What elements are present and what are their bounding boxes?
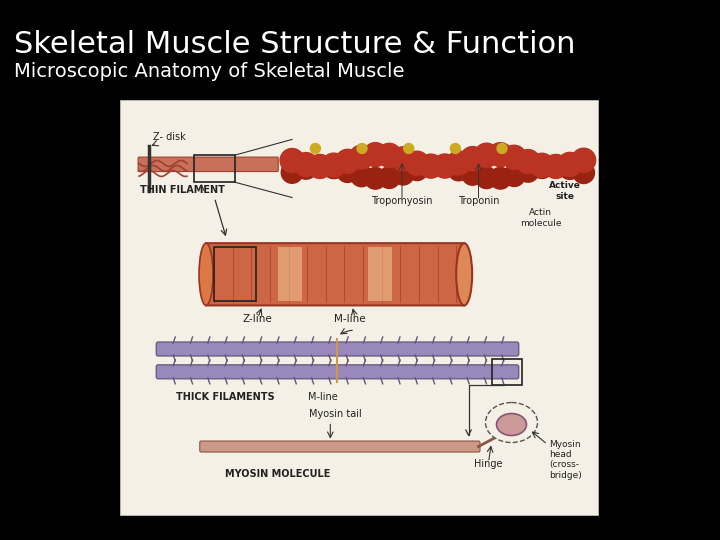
Circle shape [433, 154, 456, 178]
Text: Skeletal Muscle Structure & Function: Skeletal Muscle Structure & Function [14, 30, 575, 59]
Circle shape [337, 161, 359, 183]
Circle shape [364, 143, 387, 167]
Text: MYOSIN MOLECULE: MYOSIN MOLECULE [225, 469, 330, 478]
Circle shape [490, 167, 511, 189]
Circle shape [559, 158, 580, 179]
Bar [214, 247, 256, 301]
Ellipse shape [199, 243, 213, 306]
Bar [368, 247, 392, 301]
FancyBboxPatch shape [156, 342, 518, 356]
Circle shape [558, 152, 582, 177]
Circle shape [351, 165, 372, 187]
FancyBboxPatch shape [138, 157, 278, 172]
Circle shape [419, 154, 443, 178]
Circle shape [322, 153, 346, 177]
Circle shape [404, 144, 414, 153]
Circle shape [476, 167, 498, 188]
Circle shape [531, 157, 553, 178]
Circle shape [497, 144, 507, 153]
Circle shape [295, 158, 317, 179]
Bar [278, 247, 302, 301]
Text: M-line: M-line [334, 314, 366, 324]
Circle shape [377, 143, 401, 167]
Bar [194, 155, 235, 182]
Circle shape [451, 144, 460, 153]
Circle shape [434, 156, 456, 178]
Circle shape [488, 143, 513, 167]
Circle shape [282, 161, 303, 183]
Circle shape [405, 151, 429, 175]
Circle shape [364, 167, 386, 189]
Circle shape [503, 145, 526, 169]
Text: Actin
molecule: Actin molecule [520, 208, 562, 228]
Text: Troponin: Troponin [458, 195, 499, 206]
Text: Active
site: Active site [549, 181, 580, 201]
Circle shape [294, 153, 318, 177]
Circle shape [573, 162, 595, 184]
Circle shape [406, 159, 428, 180]
Circle shape [391, 147, 415, 171]
Ellipse shape [497, 414, 526, 436]
Circle shape [357, 144, 367, 153]
Circle shape [336, 150, 359, 173]
Circle shape [545, 156, 567, 177]
Circle shape [349, 145, 374, 169]
Circle shape [446, 151, 471, 175]
Ellipse shape [456, 243, 472, 306]
Text: M-line: M-line [307, 392, 338, 402]
Text: Z- disk: Z- disk [153, 132, 186, 141]
Circle shape [461, 146, 485, 171]
Circle shape [503, 165, 525, 186]
Circle shape [516, 150, 540, 173]
Text: Microscopic Anatomy of Skeletal Muscle: Microscopic Anatomy of Skeletal Muscle [14, 62, 405, 81]
Circle shape [308, 154, 332, 178]
Text: Myosin tail: Myosin tail [309, 409, 361, 419]
Circle shape [420, 156, 442, 178]
FancyBboxPatch shape [156, 365, 518, 379]
Text: Myosin
head
(cross-
bridge): Myosin head (cross- bridge) [549, 440, 582, 480]
Text: THIN FILAMENT: THIN FILAMENT [140, 185, 225, 195]
Circle shape [462, 164, 483, 185]
Circle shape [392, 164, 414, 185]
Circle shape [530, 153, 554, 177]
Circle shape [572, 148, 595, 172]
Circle shape [310, 144, 320, 153]
Text: Hinge: Hinge [474, 458, 503, 469]
Circle shape [474, 143, 498, 167]
Bar [492, 359, 522, 385]
Circle shape [280, 148, 304, 172]
Circle shape [323, 157, 345, 179]
Circle shape [379, 167, 400, 188]
Text: Tropomyosin: Tropomyosin [372, 195, 433, 206]
Circle shape [518, 160, 539, 182]
FancyBboxPatch shape [199, 441, 480, 452]
FancyBboxPatch shape [206, 243, 464, 306]
Circle shape [544, 154, 568, 178]
Bar [120, 100, 598, 515]
Text: Z-line: Z-line [243, 314, 273, 324]
Text: THICK FILAMENTS: THICK FILAMENTS [176, 392, 274, 402]
Circle shape [309, 156, 330, 177]
Circle shape [448, 159, 469, 181]
